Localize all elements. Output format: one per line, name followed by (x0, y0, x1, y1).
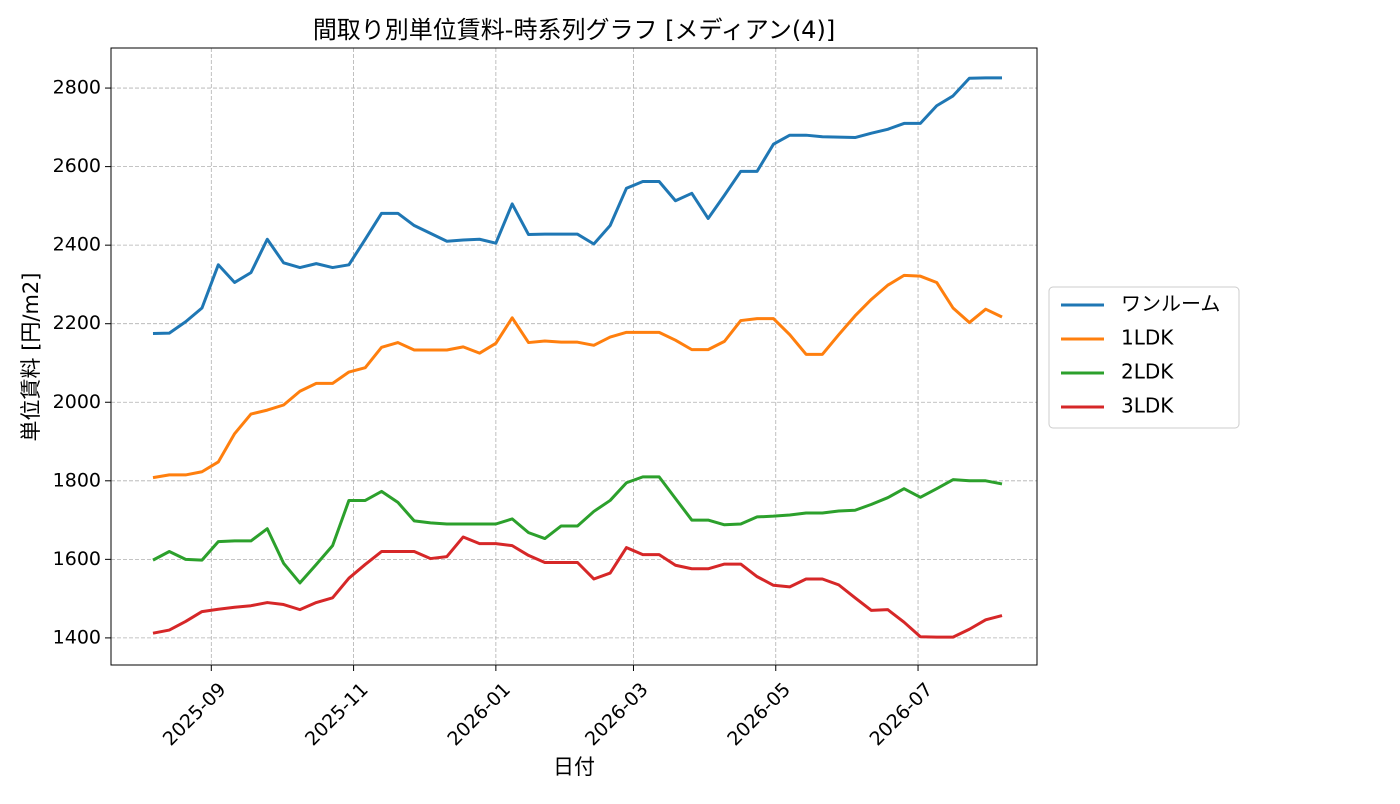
legend-box (1048, 286, 1240, 429)
y-tick-label: 2400 (53, 234, 101, 256)
x-tick-label: 2026-07 (865, 679, 937, 751)
y-tick-label: 2800 (53, 77, 101, 99)
series-line (152, 535, 1003, 639)
chart-title: 間取り別単位賃料-時系列グラフ [メディアン(4)] (313, 16, 835, 44)
x-tick-label: 2026-05 (723, 679, 795, 751)
legend-label: ワンルーム (1121, 292, 1220, 316)
x-tick-label: 2025-11 (301, 679, 373, 751)
y-tick-label: 1800 (53, 469, 101, 491)
y-tick-label: 1600 (53, 548, 101, 570)
series-line (152, 475, 1003, 585)
x-tick-label: 2026-03 (581, 679, 653, 751)
y-tick-label: 2600 (53, 155, 101, 177)
series-line (152, 273, 1003, 480)
legend-label: 2LDK (1121, 360, 1174, 384)
series-line (152, 76, 1003, 336)
x-axis-label: 日付 (553, 755, 595, 779)
x-tick-label: 2026-01 (443, 679, 515, 751)
y-axis-label: 単位賃料 [円/m2] (19, 273, 43, 442)
x-tick-label: 2025-09 (159, 679, 231, 751)
y-tick-label: 2200 (53, 312, 101, 334)
y-tick-label: 2000 (53, 391, 101, 413)
legend-label: 1LDK (1121, 326, 1174, 350)
legend-label: 3LDK (1121, 394, 1174, 418)
y-tick-label: 1400 (53, 626, 101, 648)
plot-frame (110, 47, 1038, 666)
